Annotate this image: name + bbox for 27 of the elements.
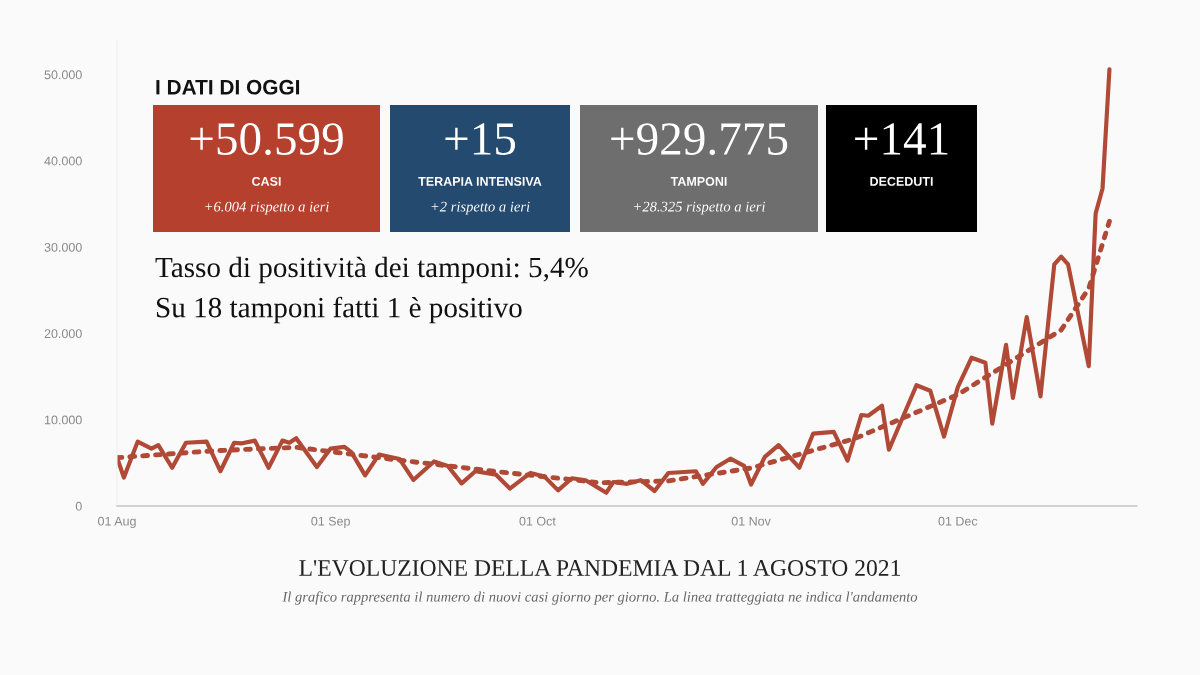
text: L'EVOLUZIONE DELLA PANDEMIA DAL 1 AGOSTO 2021 — [299, 559, 901, 577]
text: TAMPONI — [670, 176, 727, 186]
y-tick-label: 40.000 — [44, 156, 82, 166]
text: +929.775 — [611, 123, 788, 156]
text: +50.599 — [190, 123, 343, 156]
text: +15 — [445, 123, 516, 155]
y-tick-label: 30.000 — [44, 242, 82, 252]
annotation: +6.004 rispetto a ieri — [205, 201, 329, 215]
x-tick-label: 01 Aug — [98, 516, 136, 529]
x-tick-label: 01 Oct — [519, 516, 556, 526]
text: Il grafico rappresenta il numero di nuovi casi giorno per giorno. La linea tratteggiata ne indica l'andamento — [282, 591, 918, 605]
x-tick-label: 01 Nov — [731, 516, 771, 526]
annotation: +2 rispetto a ieri — [431, 201, 530, 215]
x-tick-label: 01 Sep — [311, 516, 350, 529]
text: CASI — [252, 176, 281, 186]
x-tick-label: 01 Dec — [938, 516, 978, 526]
text: +141 — [855, 123, 948, 155]
y-tick-label: 20.000 — [44, 329, 82, 339]
y-tick-label: 10.000 — [45, 415, 82, 425]
text: I DATI DI OGGI — [156, 79, 300, 95]
annotation: +28.325 rispetto a ieri — [634, 201, 766, 215]
y-tick-label: 50.000 — [44, 70, 82, 80]
text: TERAPIA INTENSIVA — [418, 176, 542, 186]
annotation: Su 18 tamponi fatti 1 è positivo — [156, 296, 522, 324]
annotation: Tasso di positività dei tamponi: 5,4% — [155, 256, 588, 284]
y-tick-label: 0 — [75, 501, 82, 511]
text: DECEDUTI — [870, 176, 933, 186]
